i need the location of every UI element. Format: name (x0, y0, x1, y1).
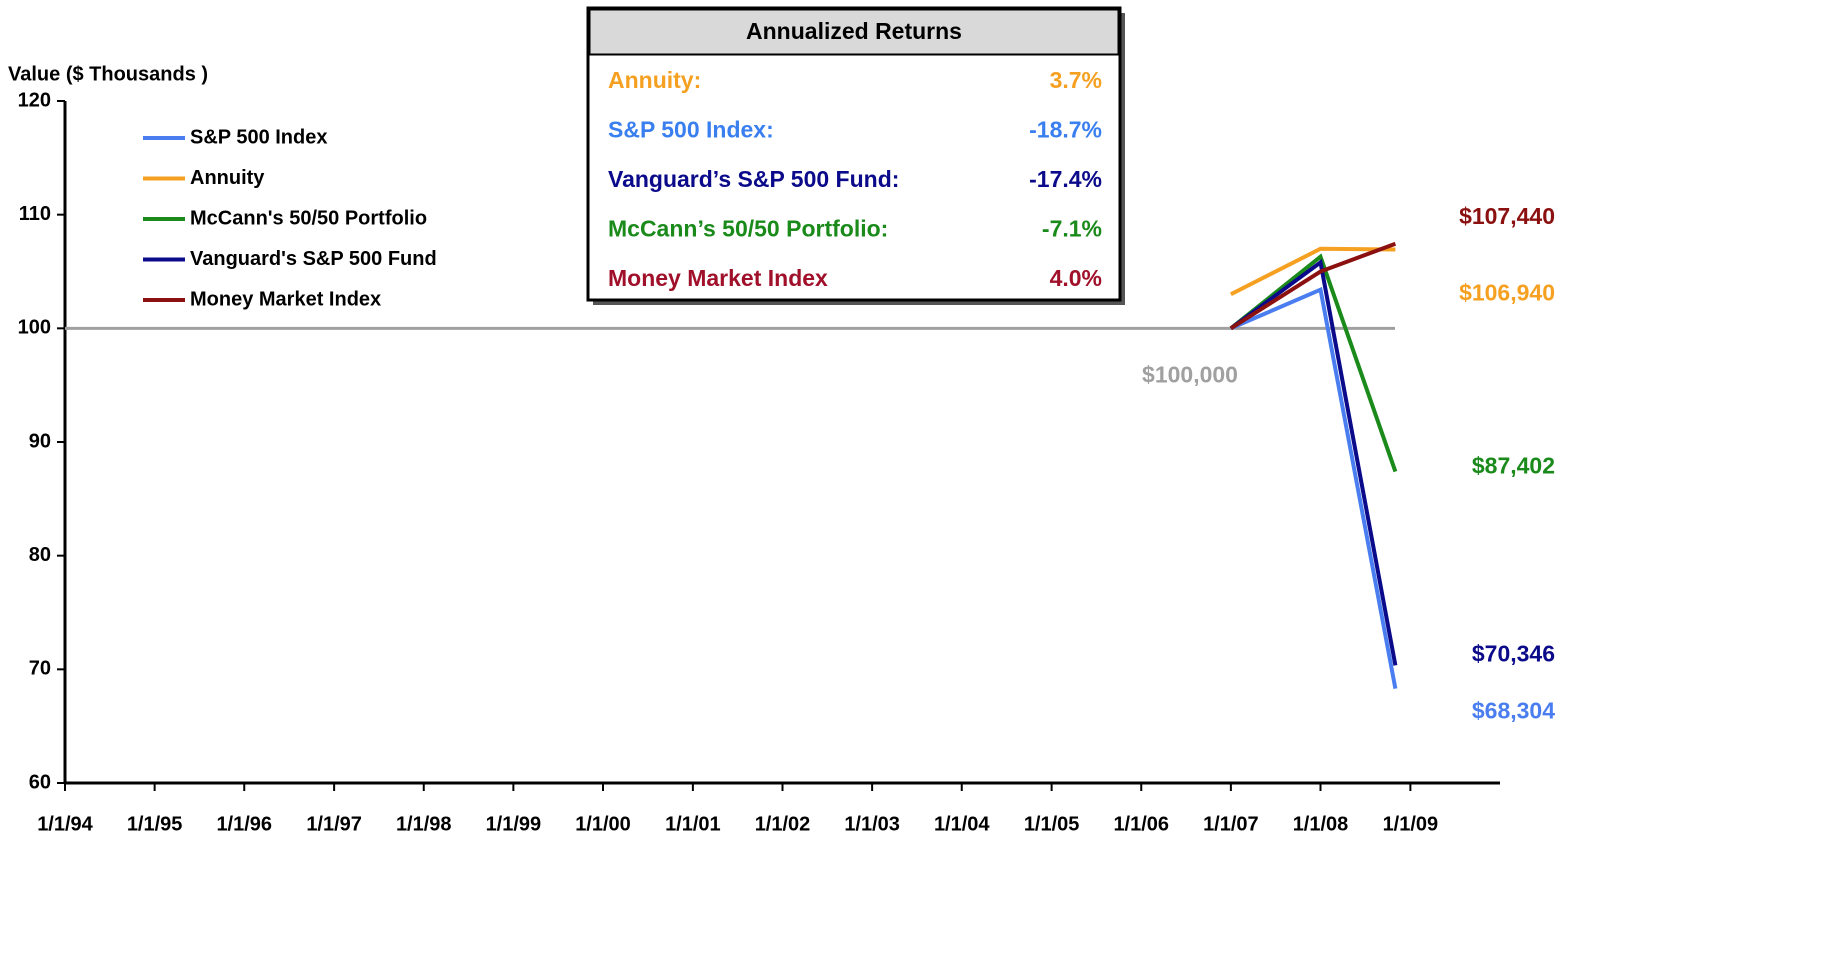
x-tick-label: 1/1/01 (665, 813, 721, 835)
y-tick-label: 110 (19, 203, 51, 225)
value-label: $106,940 (1459, 280, 1555, 306)
box-row-value: 3.7% (1050, 67, 1102, 93)
box-row-value: -7.1% (1042, 216, 1102, 242)
value-label: $87,402 (1472, 453, 1555, 479)
x-tick-label: 1/1/00 (575, 813, 631, 835)
series-line (1229, 241, 1397, 331)
y-tick-label: 80 (29, 544, 51, 566)
legend-label: Money Market Index (190, 288, 381, 310)
box-row-name: McCann’s 50/50 Portfolio: (608, 216, 888, 242)
box-row-name: Money Market Index (608, 265, 828, 291)
y-axis-label: Value ($ Thousands ) (8, 63, 208, 85)
x-tick-label: 1/1/97 (306, 813, 362, 835)
series-line (1229, 246, 1396, 297)
box-row-value: -18.7% (1029, 117, 1102, 143)
x-tick-label: 1/1/03 (844, 813, 900, 835)
box (586, 6, 1122, 302)
legend-label: S&P 500 Index (190, 126, 327, 148)
x-tick-label: 1/1/95 (127, 813, 183, 835)
x-tick-label: 1/1/99 (486, 813, 542, 835)
box-row-name: Vanguard’s S&P 500 Fund: (608, 166, 899, 192)
value-label: $68,304 (1472, 698, 1555, 724)
legend-label: Vanguard's S&P 500 Fund (190, 248, 437, 270)
y-tick-label: 90 (29, 430, 51, 452)
box-row-value: 4.0% (1050, 265, 1102, 291)
x-tick-label: 1/1/02 (755, 813, 811, 835)
x-tick-label: 1/1/05 (1024, 813, 1080, 835)
x-tick-label: 1/1/04 (934, 813, 990, 835)
x-tick-label: 1/1/08 (1293, 813, 1349, 835)
box-row-name: S&P 500 Index: (608, 117, 774, 143)
x-tick-label: 1/1/09 (1383, 813, 1439, 835)
box-row-value: -17.4% (1029, 166, 1102, 192)
legend-label: Annuity (190, 167, 265, 189)
y-tick-label: 100 (18, 317, 51, 339)
x-tick-label: 1/1/98 (396, 813, 452, 835)
y-tick-label: 120 (18, 89, 51, 111)
value-label: $70,346 (1472, 640, 1555, 666)
y-tick-label: 70 (29, 658, 51, 680)
series-line (1230, 286, 1398, 689)
y-tick-label: 60 (29, 771, 51, 793)
series-line (1229, 258, 1398, 666)
reference-label: $100,000 (1142, 361, 1238, 387)
box-header (588, 8, 1120, 56)
x-tick-label: 1/1/94 (37, 813, 93, 835)
legend-label: McCann's 50/50 Portfolio (190, 207, 427, 229)
x-tick-label: 1/1/07 (1203, 813, 1259, 835)
value-label: $107,440 (1459, 203, 1555, 229)
x-tick-label: 1/1/06 (1113, 813, 1169, 835)
box-title: Annualized Returns (746, 18, 962, 44)
series-line (1229, 253, 1398, 473)
box-row-name: Annuity: (608, 67, 701, 93)
x-tick-label: 1/1/96 (216, 813, 272, 835)
